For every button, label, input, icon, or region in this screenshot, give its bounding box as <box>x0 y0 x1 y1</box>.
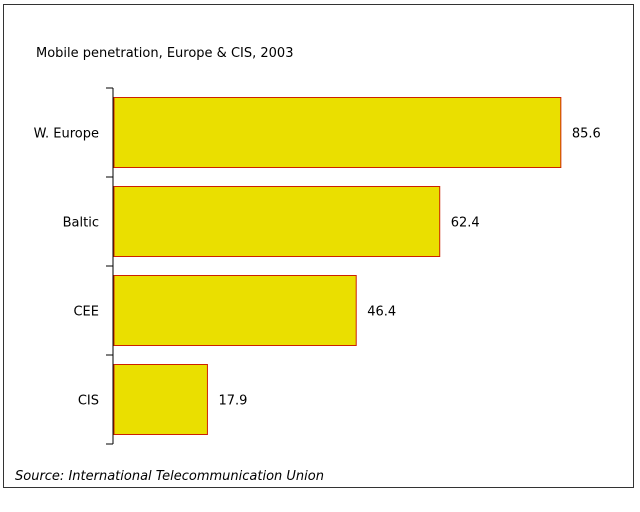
bar-baltic <box>113 186 441 257</box>
bar-cee <box>113 275 357 346</box>
category-label: Baltic <box>63 216 99 231</box>
data-label: 62.4 <box>451 216 480 231</box>
category-label: CEE <box>73 305 99 320</box>
category-label: CIS <box>78 394 99 409</box>
category-label: W. Europe <box>34 127 99 142</box>
bar-cis <box>113 364 208 435</box>
data-label: 85.6 <box>572 127 601 142</box>
source-note: Source: International Telecommunication … <box>15 469 324 484</box>
data-label: 46.4 <box>367 305 396 320</box>
bars <box>113 97 562 435</box>
y-axis <box>106 87 114 445</box>
labels: W. Europe 85.6 Baltic 62.4 CEE 46.4 CIS 17.9 <box>34 127 601 409</box>
chart-title: Mobile penetration, Europe & CIS, 2003 <box>36 46 294 61</box>
data-label: 17.9 <box>218 394 247 409</box>
bar-w-europe <box>113 97 562 168</box>
